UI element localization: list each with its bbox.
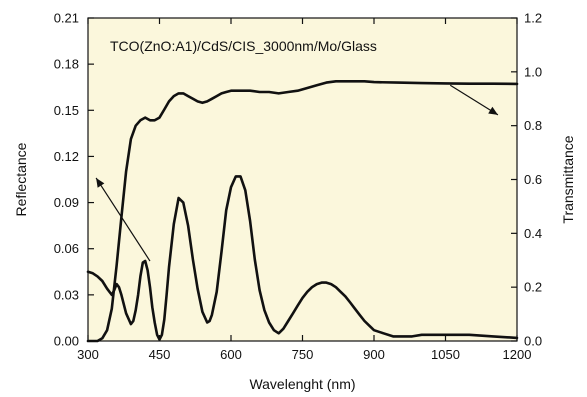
plot-background bbox=[88, 18, 517, 341]
y-left-tick-label: 0.09 bbox=[54, 195, 79, 210]
y-left-tick-label: 0.03 bbox=[54, 287, 79, 302]
arrow-head bbox=[96, 177, 105, 188]
x-tick-label: 600 bbox=[220, 347, 242, 362]
y-left-tick-label: 0.12 bbox=[54, 149, 79, 164]
x-axis-label: Wavelenght (nm) bbox=[249, 376, 355, 392]
y-right-tick-label: 1.2 bbox=[524, 11, 542, 26]
annotation-arrow bbox=[95, 177, 151, 262]
axis-ticks: 300 450 600 750 900 1050 1200 0.00 0.03 0.06 0.09 0… bbox=[54, 11, 542, 363]
x-tick-label: 1050 bbox=[431, 347, 460, 362]
y-left-tick-label: 0.06 bbox=[54, 241, 79, 256]
y-right-tick-label: 0.6 bbox=[524, 172, 542, 187]
annotation-arrow bbox=[449, 84, 499, 116]
y-left-tick-label: 0.21 bbox=[54, 11, 79, 26]
data-series bbox=[86, 80, 519, 343]
y-right-tick-label: 0.2 bbox=[524, 280, 542, 295]
x-tick-label: 750 bbox=[292, 347, 314, 362]
x-tick-label: 900 bbox=[363, 347, 385, 362]
arrow-head bbox=[488, 106, 498, 115]
transmittance-curve bbox=[86, 80, 519, 343]
reflectance-curve bbox=[86, 175, 519, 341]
y-left-tick-label: 0.15 bbox=[54, 103, 79, 118]
y-left-tick-label: 0.18 bbox=[54, 57, 79, 72]
y-axis-right-label: Transmittance bbox=[560, 135, 576, 223]
y-axis-left-label: Reflectance bbox=[13, 142, 29, 216]
x-tick-label: 300 bbox=[77, 347, 99, 362]
x-tick-label: 1200 bbox=[503, 347, 532, 362]
y-right-tick-label: 0.4 bbox=[524, 226, 542, 241]
x-tick-label: 450 bbox=[149, 347, 171, 362]
y-right-tick-label: 0.8 bbox=[524, 118, 542, 133]
chart-annotation: TCO(ZnO:A1)/CdS/CIS_3000nm/Mo/Glass bbox=[110, 38, 377, 54]
y-right-tick-label: 1.0 bbox=[524, 64, 542, 79]
annotation-arrows bbox=[95, 84, 499, 262]
y-right-tick-label: 0.0 bbox=[524, 334, 542, 349]
y-left-tick-label: 0.00 bbox=[54, 334, 79, 349]
